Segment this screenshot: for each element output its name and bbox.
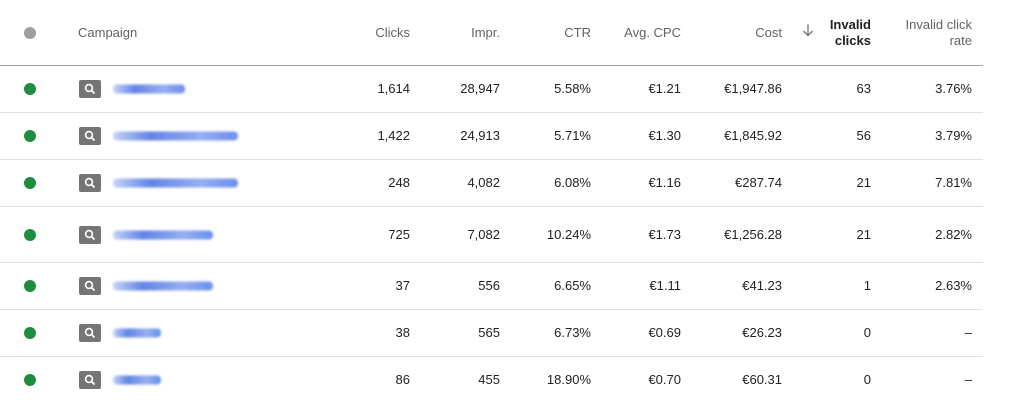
- campaign-name-link[interactable]: [113, 131, 238, 141]
- campaign-column-header[interactable]: Campaign: [78, 24, 138, 40]
- ctr-cell: 6.73%: [554, 325, 591, 340]
- invalid-click-rate-cell: 2.63%: [935, 278, 972, 293]
- cost-cell: €287.74: [735, 175, 782, 190]
- clicks-cell: 38: [395, 325, 410, 340]
- search-icon: [79, 174, 101, 192]
- impr-cell: 565: [478, 325, 500, 340]
- clicks-column-header[interactable]: Clicks: [375, 24, 410, 40]
- impr-cell: 28,947: [460, 81, 500, 96]
- invalid-clicks-cell: 0: [863, 372, 871, 387]
- search-icon: [79, 277, 101, 295]
- enabled-status-icon[interactable]: [24, 327, 36, 339]
- table-row[interactable]: 725 7,082 10.24% €1.73 €1,256.28 21 2.82…: [0, 207, 983, 263]
- table-row[interactable]: 1,614 28,947 5.58% €1.21 €1,947.86 63 3.…: [0, 66, 983, 113]
- avg-cpc-cell: €0.69: [648, 325, 681, 340]
- table-row[interactable]: 37 556 6.65% €1.11 €41.23 1 2.63%: [0, 263, 983, 310]
- invalid-clicks-cell: 21: [856, 226, 871, 242]
- campaign-name-link[interactable]: [113, 230, 213, 239]
- enabled-status-icon[interactable]: [24, 280, 36, 292]
- search-icon: [79, 225, 101, 244]
- impr-column-header[interactable]: Impr.: [471, 24, 500, 40]
- avg-cpc-cell: €1.73: [648, 226, 681, 242]
- table-header: Campaign Clicks Impr. CTR Avg. CPC Cost …: [0, 0, 983, 66]
- search-icon: [79, 80, 101, 98]
- clicks-cell: 1,422: [377, 128, 410, 143]
- arrow-down-icon[interactable]: [802, 23, 814, 42]
- ctr-column-header[interactable]: CTR: [564, 24, 591, 40]
- invalid-clicks-cell: 0: [863, 325, 871, 340]
- impr-cell: 24,913: [460, 128, 500, 143]
- impr-cell: 7,082: [467, 226, 500, 242]
- invalid-click-rate-column-header[interactable]: Invalid click rate: [905, 16, 972, 48]
- table-row[interactable]: 38 565 6.73% €0.69 €26.23 0 –: [0, 310, 983, 357]
- avg-cpc-cell: €1.16: [648, 175, 681, 190]
- clicks-cell: 1,614: [377, 81, 410, 96]
- impr-cell: 4,082: [467, 175, 500, 190]
- cost-cell: €26.23: [742, 325, 782, 340]
- invalid-click-rate-cell: 3.79%: [935, 128, 972, 143]
- campaign-name-link[interactable]: [113, 375, 161, 385]
- search-icon: [79, 324, 101, 342]
- campaign-name-link[interactable]: [113, 328, 161, 338]
- ctr-cell: 6.08%: [554, 175, 591, 190]
- invalid-clicks-cell: 1: [863, 278, 871, 293]
- impr-cell: 556: [478, 278, 500, 293]
- avg-cpc-cell: €1.21: [648, 81, 681, 96]
- table-row[interactable]: 1,422 24,913 5.71% €1.30 €1,845.92 56 3.…: [0, 113, 983, 160]
- invalid-click-rate-cell: 7.81%: [935, 175, 972, 190]
- table-row[interactable]: 86 455 18.90% €0.70 €60.31 0 –: [0, 357, 983, 403]
- cost-cell: €1,947.86: [724, 81, 782, 96]
- clicks-cell: 248: [388, 175, 410, 190]
- ctr-cell: 5.58%: [554, 81, 591, 96]
- avg-cpc-cell: €1.11: [649, 278, 681, 293]
- campaigns-table: Campaign Clicks Impr. CTR Avg. CPC Cost …: [0, 0, 983, 403]
- campaign-name-link[interactable]: [113, 178, 238, 188]
- campaign-name-link[interactable]: [113, 281, 213, 291]
- enabled-status-icon[interactable]: [24, 130, 36, 142]
- search-icon: [79, 127, 101, 145]
- invalid-click-rate-cell: –: [964, 325, 972, 340]
- invalid-clicks-column-header[interactable]: Invalid clicks: [829, 16, 871, 48]
- cost-cell: €60.31: [742, 372, 782, 387]
- status-header-icon[interactable]: [24, 26, 36, 39]
- cost-cell: €1,845.92: [724, 128, 782, 143]
- avg-cpc-cell: €1.30: [648, 128, 681, 143]
- invalid-clicks-cell: 21: [856, 175, 871, 190]
- avg-cpc-cell: €0.70: [648, 372, 681, 387]
- enabled-status-icon[interactable]: [24, 83, 36, 95]
- search-icon: [79, 371, 101, 389]
- invalid-clicks-cell: 56: [856, 128, 871, 143]
- ctr-cell: 5.71%: [554, 128, 591, 143]
- enabled-status-icon[interactable]: [24, 177, 36, 189]
- enabled-status-icon[interactable]: [24, 374, 36, 386]
- ctr-cell: 10.24%: [546, 226, 591, 242]
- ctr-cell: 18.90%: [546, 372, 591, 387]
- clicks-cell: 37: [395, 278, 410, 293]
- table-row[interactable]: 248 4,082 6.08% €1.16 €287.74 21 7.81%: [0, 160, 983, 207]
- cost-cell: €1,256.28: [724, 226, 782, 242]
- clicks-cell: 86: [395, 372, 410, 387]
- cost-cell: €41.23: [742, 278, 782, 293]
- avg-cpc-column-header[interactable]: Avg. CPC: [624, 24, 681, 40]
- ctr-cell: 6.65%: [554, 278, 591, 293]
- impr-cell: 455: [478, 372, 500, 387]
- invalid-click-rate-cell: 2.82%: [935, 226, 972, 242]
- invalid-click-rate-cell: –: [964, 372, 972, 387]
- invalid-clicks-cell: 63: [856, 81, 871, 96]
- enabled-status-icon[interactable]: [24, 228, 36, 241]
- campaign-name-link[interactable]: [113, 84, 185, 94]
- cost-column-header[interactable]: Cost: [755, 24, 782, 40]
- clicks-cell: 725: [388, 226, 410, 242]
- invalid-click-rate-cell: 3.76%: [935, 81, 972, 96]
